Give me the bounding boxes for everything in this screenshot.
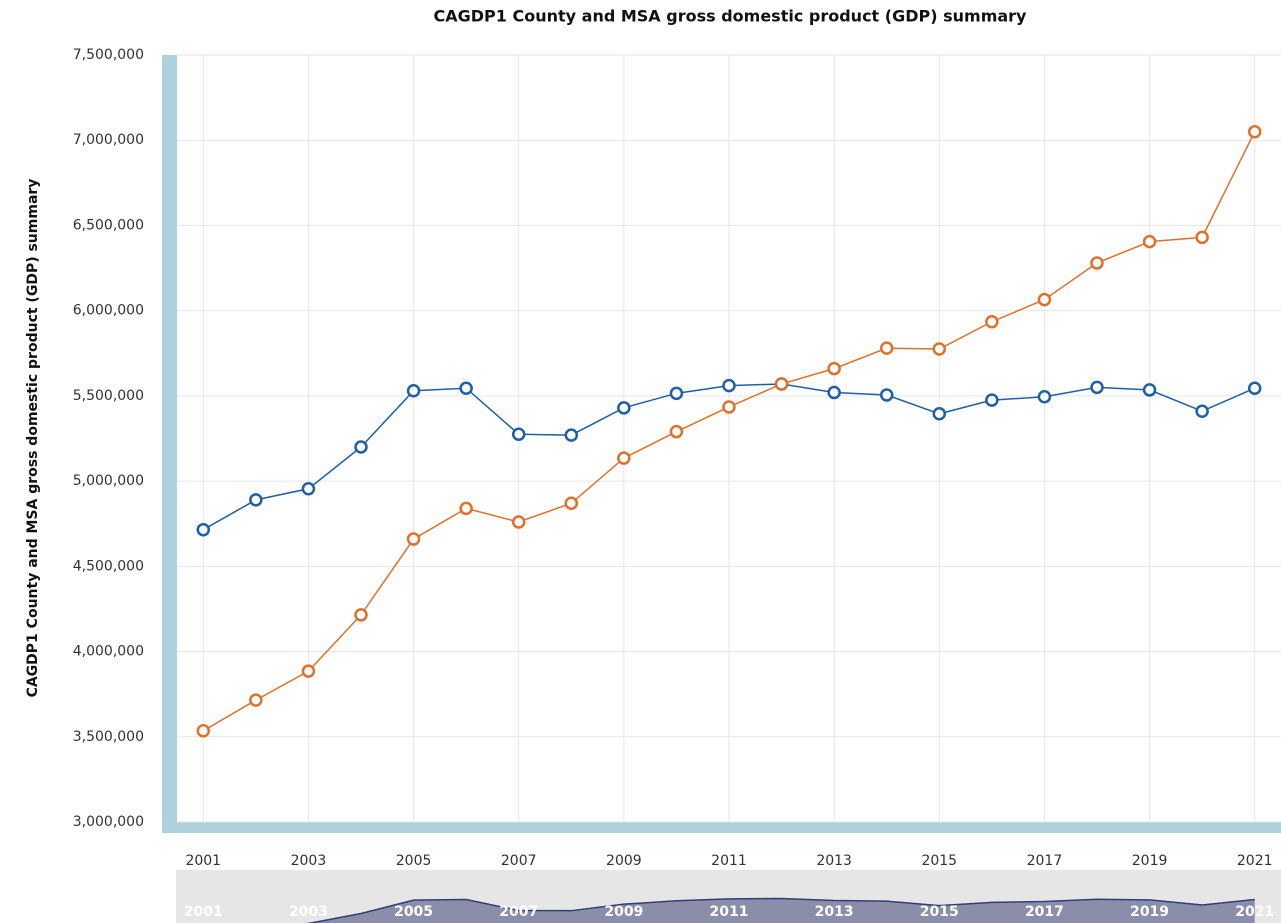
point	[459, 381, 473, 395]
y-tick-label: 4,000,000	[73, 644, 144, 660]
point	[249, 693, 263, 707]
y-tick-label: 4,500,000	[73, 558, 144, 574]
point	[932, 342, 947, 356]
point	[774, 377, 789, 391]
navigator-label: 2015	[920, 904, 959, 920]
navigator-label: 2009	[604, 904, 643, 920]
point	[1037, 292, 1052, 307]
point	[985, 393, 999, 407]
x-tick-label: 2011	[711, 853, 747, 869]
x-tick-label: 2005	[396, 853, 432, 869]
y-axis-label: CAGDP1 County and MSA gross domestic pro…	[25, 179, 41, 698]
navigator-label: 2005	[394, 904, 433, 920]
x-tick-label: 2009	[606, 853, 642, 869]
point	[249, 493, 263, 507]
navigator-label: 2007	[499, 904, 538, 920]
y-tick-label: 5,000,000	[73, 473, 144, 489]
x-tick-label: 2001	[185, 853, 221, 869]
point	[354, 440, 368, 454]
point	[354, 608, 368, 622]
point	[617, 401, 631, 415]
point	[669, 386, 684, 401]
point	[1195, 404, 1209, 418]
point	[511, 427, 526, 441]
y-tick-label: 5,500,000	[73, 388, 144, 404]
y-tick-label: 3,500,000	[73, 729, 144, 745]
navigator-label: 2013	[815, 904, 854, 920]
point	[722, 378, 736, 393]
x-axis-bar	[177, 822, 1281, 833]
y-axis-bar	[162, 55, 177, 833]
navigator-line	[303, 897, 1255, 923]
point	[196, 724, 211, 738]
x-tick-label: 2021	[1237, 853, 1273, 869]
y-tick-label: 7,000,000	[73, 132, 144, 148]
point	[1195, 230, 1209, 245]
point	[564, 428, 579, 442]
navigator-label: 2019	[1130, 904, 1169, 920]
point	[669, 424, 684, 439]
point	[511, 515, 526, 529]
point	[406, 532, 421, 546]
point	[879, 341, 894, 355]
navigator-label: 2017	[1025, 904, 1064, 920]
x-tick-label: 2003	[291, 853, 327, 869]
point	[985, 314, 999, 329]
point	[1142, 234, 1157, 249]
point	[932, 407, 947, 421]
navigator-label: 2011	[710, 904, 749, 920]
point	[459, 501, 473, 516]
point	[301, 664, 316, 678]
point	[1247, 381, 1262, 395]
point	[196, 522, 211, 537]
y-tick-label: 6,500,000	[73, 217, 144, 233]
navigator-label: 2001	[184, 904, 223, 920]
point	[564, 496, 579, 511]
point	[827, 385, 841, 400]
point	[879, 388, 894, 402]
y-tick-label: 6,000,000	[73, 303, 144, 319]
point	[406, 384, 421, 398]
point	[301, 482, 316, 496]
point	[1142, 383, 1157, 397]
navigator-label: 2003	[289, 904, 328, 920]
point	[827, 361, 841, 376]
point	[1090, 256, 1104, 270]
point	[617, 451, 631, 465]
point	[722, 400, 736, 414]
grid	[177, 54, 1281, 823]
y-tick-label: 7,500,000	[73, 47, 144, 63]
navigator-label: 2021	[1235, 904, 1274, 920]
point	[1037, 389, 1052, 404]
navigator-area	[203, 898, 1255, 923]
point	[1090, 380, 1104, 395]
x-tick-label: 2017	[1027, 853, 1063, 869]
x-tick-label: 2019	[1132, 853, 1168, 869]
point	[1247, 124, 1262, 139]
x-tick-label: 2013	[816, 853, 852, 869]
x-tick-label: 2007	[501, 853, 537, 869]
x-tick-label: 2015	[921, 853, 957, 869]
chart-title: CAGDP1 County and MSA gross domestic pro…	[434, 7, 1028, 26]
y-tick-label: 3,000,000	[73, 814, 144, 830]
